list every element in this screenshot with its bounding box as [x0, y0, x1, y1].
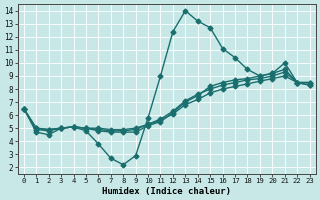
- X-axis label: Humidex (Indice chaleur): Humidex (Indice chaleur): [102, 187, 231, 196]
